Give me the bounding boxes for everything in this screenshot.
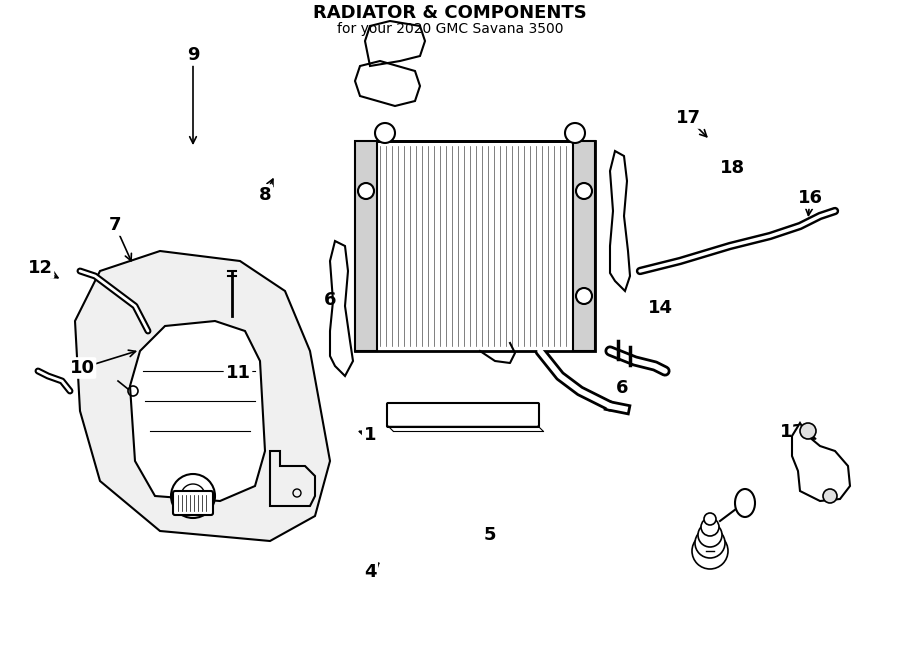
Text: 18: 18: [719, 159, 744, 177]
Text: 11: 11: [226, 364, 250, 382]
Circle shape: [800, 423, 816, 439]
Text: 4: 4: [364, 563, 376, 581]
Text: for your 2020 GMC Savana 3500: for your 2020 GMC Savana 3500: [337, 22, 563, 36]
Text: 16: 16: [797, 189, 823, 207]
Polygon shape: [75, 251, 330, 541]
Polygon shape: [792, 423, 850, 501]
Text: 13: 13: [779, 423, 805, 441]
FancyBboxPatch shape: [173, 491, 213, 515]
Text: RADIATOR & COMPONENTS: RADIATOR & COMPONENTS: [313, 4, 587, 22]
Text: 1: 1: [364, 426, 376, 444]
Circle shape: [695, 528, 725, 558]
Text: 14: 14: [647, 299, 672, 317]
Polygon shape: [130, 321, 265, 501]
Text: 3: 3: [524, 329, 536, 347]
Text: 2: 2: [424, 209, 436, 227]
Circle shape: [704, 513, 716, 525]
Circle shape: [823, 489, 837, 503]
Text: 15: 15: [553, 239, 578, 257]
Text: 5: 5: [484, 526, 496, 544]
Text: 12: 12: [28, 259, 52, 277]
Circle shape: [701, 518, 719, 536]
Text: 10: 10: [69, 359, 94, 377]
Text: 6: 6: [324, 291, 337, 309]
Circle shape: [565, 123, 585, 143]
Bar: [355, 141, 377, 351]
Ellipse shape: [735, 489, 755, 517]
Circle shape: [576, 288, 592, 304]
Circle shape: [375, 123, 395, 143]
Circle shape: [358, 183, 374, 199]
Text: 17: 17: [676, 109, 700, 127]
Text: 6: 6: [616, 379, 628, 397]
FancyBboxPatch shape: [387, 403, 539, 427]
Bar: [573, 141, 595, 351]
Circle shape: [692, 533, 728, 569]
Circle shape: [698, 523, 722, 547]
Text: 9: 9: [187, 46, 199, 64]
Text: 8: 8: [258, 186, 271, 204]
Circle shape: [576, 183, 592, 199]
Text: 7: 7: [109, 216, 122, 234]
Bar: [355, 141, 595, 351]
